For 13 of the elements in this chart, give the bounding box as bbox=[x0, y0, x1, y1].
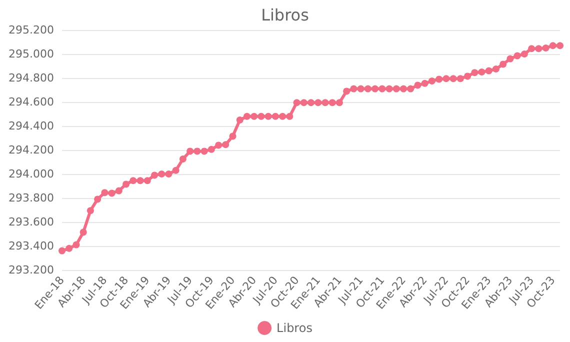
y-tick-label: 295.200 bbox=[8, 24, 54, 36]
y-tick-label: 294.600 bbox=[8, 96, 54, 108]
y-tick-label: 293.800 bbox=[8, 192, 54, 204]
y-tick-label: 293.400 bbox=[8, 240, 54, 252]
y-tick-label: 293.200 bbox=[8, 264, 54, 276]
y-tick-label: 293.600 bbox=[8, 216, 54, 228]
y-tick-label: 294.000 bbox=[8, 168, 54, 180]
y-tick-label: 294.800 bbox=[8, 72, 54, 84]
legend-label: Libros bbox=[276, 321, 312, 335]
chart-title: Libros bbox=[261, 6, 309, 24]
y-tick-label: 294.400 bbox=[8, 120, 54, 132]
y-tick-label: 294.200 bbox=[8, 144, 54, 156]
y-tick-label: 295.000 bbox=[8, 48, 54, 60]
